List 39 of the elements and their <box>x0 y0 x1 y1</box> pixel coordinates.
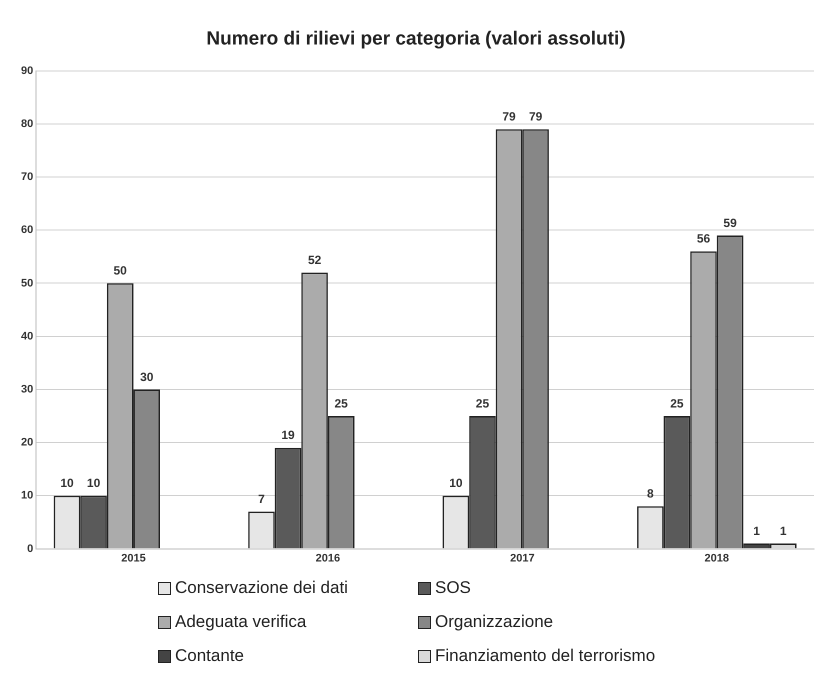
data-label: 10 <box>86 476 101 490</box>
x-tick-label: 2018 <box>704 552 730 564</box>
y-tick-label: 10 <box>20 490 34 502</box>
data-label: 79 <box>528 110 543 124</box>
data-label: 56 <box>696 232 710 246</box>
data-label: 50 <box>113 264 128 278</box>
y-tick-label: 90 <box>20 64 34 77</box>
y-tick-label: 50 <box>20 277 34 290</box>
data-label: 10 <box>60 476 74 490</box>
data-label: 7 <box>258 492 266 506</box>
data-label: 52 <box>308 252 322 267</box>
data-label: 19 <box>281 428 296 442</box>
y-tick-label: 30 <box>20 384 34 396</box>
y-tick-label: 0 <box>27 542 34 555</box>
y-tick-label: 80 <box>20 118 34 130</box>
legend-label: Contante <box>175 646 244 666</box>
data-label: 79 <box>502 110 516 124</box>
data-label: 1 <box>780 524 787 538</box>
data-label: 30 <box>140 370 154 384</box>
data-label: 8 <box>647 486 654 501</box>
data-label: 10 <box>449 476 463 490</box>
data-label: 25 <box>334 396 348 410</box>
y-tick-label: 60 <box>20 224 34 236</box>
legend-label: Adeguata verifica <box>175 612 306 632</box>
data-label: 25 <box>670 396 684 410</box>
x-tick-label: 2016 <box>316 552 340 564</box>
data-label: 1 <box>753 524 760 538</box>
x-tick-label: 2015 <box>121 552 146 564</box>
y-tick-label: 20 <box>20 436 34 449</box>
y-tick-label: 70 <box>20 171 34 184</box>
legend-label: Organizzazione <box>435 612 554 632</box>
legend-label: Finanziamento del terrorismo <box>435 646 656 666</box>
x-tick-label: 2017 <box>510 552 535 564</box>
chart-title: Numero di rilievi per categoria (valori assoluti) <box>206 28 626 50</box>
legend-label: SOS <box>435 578 471 598</box>
y-tick-label: 40 <box>20 330 34 342</box>
legend-label: Conservazione dei dati <box>175 578 348 598</box>
data-label: 25 <box>476 396 490 410</box>
data-label: 59 <box>723 216 738 230</box>
